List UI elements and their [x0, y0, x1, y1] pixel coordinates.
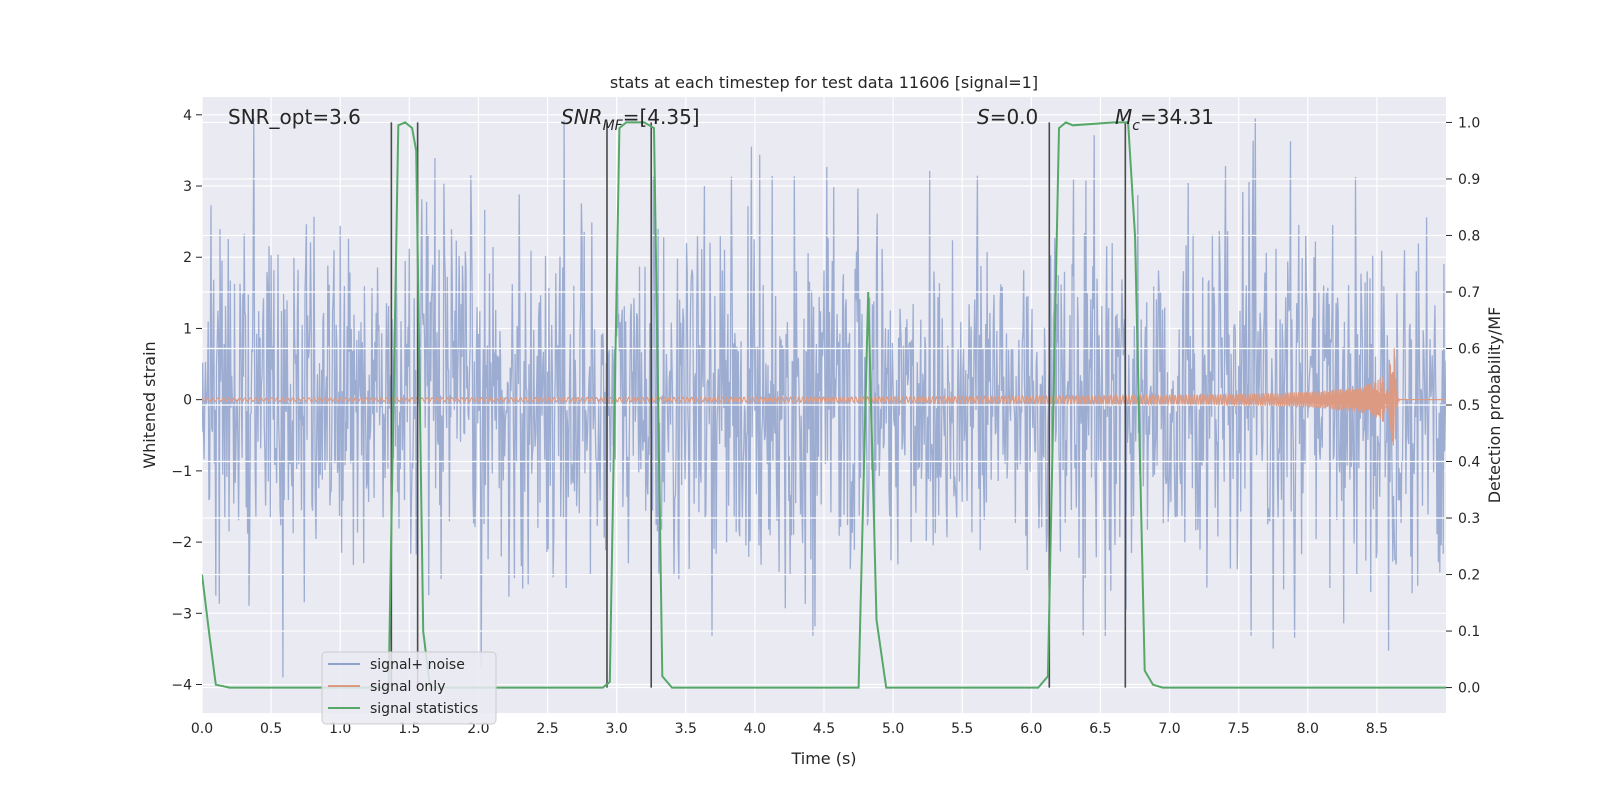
s-label: S: [977, 105, 990, 129]
y-tick-label: −1: [171, 464, 192, 480]
y-tick-label: −2: [171, 535, 192, 551]
snr-mf-subscript: MF: [603, 118, 624, 134]
legend-label-signal-statistics: signal statistics: [370, 701, 478, 717]
x-tick-label: 4.5: [813, 721, 835, 737]
snr-mf-value: =[4.35]: [623, 105, 700, 129]
y2-tick-label: 0.9: [1458, 172, 1480, 188]
y2-tick-label: 1.0: [1458, 115, 1480, 131]
y-tick-label: −3: [171, 606, 192, 622]
y2-axis-label: Detection probability/MF: [1485, 307, 1504, 504]
y-tick-label: 0: [183, 393, 192, 409]
x-tick-label: 1.5: [398, 721, 420, 737]
x-tick-label: 7.5: [1228, 721, 1250, 737]
x-tick-label: 2.0: [467, 721, 489, 737]
series-line-signal-noise: [202, 118, 1446, 678]
x-tick-label: 8.5: [1366, 721, 1388, 737]
x-tick-label: 6.5: [1089, 721, 1111, 737]
legend: signal+ noise signal only signal statist…: [321, 651, 497, 725]
noise-series: [202, 118, 1446, 678]
chart-title: stats at each timestep for test data 116…: [610, 73, 1038, 92]
y-axis-ticks: 4 3 2 1 0 −1 −2 −3 −4: [171, 108, 202, 694]
annotation-mc: Mc=34.31: [1115, 105, 1214, 134]
y2-tick-label: 0.3: [1458, 511, 1480, 527]
y2-tick-label: 0.7: [1458, 285, 1480, 301]
series-line-signal-statistics: [202, 121, 1446, 689]
x-axis-ticks: 0.0 0.5 1.0 1.5 2.0 2.5 3.0 3.5 4.0 4.5 5.0 5.5 6.0 6…: [191, 721, 1388, 737]
x-axis-label: Time (s): [790, 749, 856, 768]
x-tick-label: 3.5: [675, 721, 697, 737]
x-tick-label: 3.0: [606, 721, 628, 737]
legend-label-signal-only: signal only: [370, 679, 445, 695]
x-tick-label: 6.0: [1020, 721, 1042, 737]
x-tick-label: 5.0: [882, 721, 904, 737]
y-axis-label: Whitened strain: [140, 341, 159, 468]
y-tick-label: 2: [183, 250, 192, 266]
y2-tick-label: 0.4: [1458, 455, 1480, 471]
legend-box: [321, 651, 497, 725]
series-line-signal-only: [202, 348, 1446, 446]
x-tick-label: 0.0: [191, 721, 213, 737]
x-tick-label: 4.0: [744, 721, 766, 737]
s-value: =0.0: [990, 105, 1039, 129]
x-tick-label: 5.5: [951, 721, 973, 737]
y2-tick-label: 0.1: [1458, 624, 1480, 640]
mc-value: =34.31: [1140, 105, 1214, 129]
mc-subscript: c: [1132, 118, 1140, 134]
y-tick-label: −4: [171, 678, 192, 694]
y2-tick-label: 0.5: [1458, 398, 1480, 414]
y-tick-label: 4: [183, 108, 192, 124]
x-tick-label: 1.0: [329, 721, 351, 737]
x-tick-label: 2.5: [536, 721, 558, 737]
y-tick-label: 1: [183, 321, 192, 337]
annotation-snr-mf: SNRMF=[4.35]: [561, 105, 700, 134]
y2-tick-label: 0.0: [1458, 681, 1480, 697]
mc-label: M: [1115, 105, 1132, 129]
y-tick-label: 3: [183, 179, 192, 195]
x-tick-label: 0.5: [260, 721, 282, 737]
legend-label-signal-noise: signal+ noise: [370, 657, 465, 673]
x-tick-label: 8.0: [1297, 721, 1319, 737]
x-tick-label: 7.0: [1158, 721, 1180, 737]
y2-axis-ticks: 1.0 0.9 0.8 0.7 0.6 0.5 0.4 0.3 0.2 0.1 0.0: [1446, 115, 1480, 697]
y2-tick-label: 0.8: [1458, 228, 1480, 244]
y2-tick-label: 0.6: [1458, 341, 1480, 357]
y2-tick-label: 0.2: [1458, 568, 1480, 584]
snr-mf-prefix: SNR: [561, 105, 603, 129]
annotation-snr-opt: SNR_opt=3.6: [228, 105, 361, 129]
annotation-s: S=0.0: [977, 105, 1038, 129]
